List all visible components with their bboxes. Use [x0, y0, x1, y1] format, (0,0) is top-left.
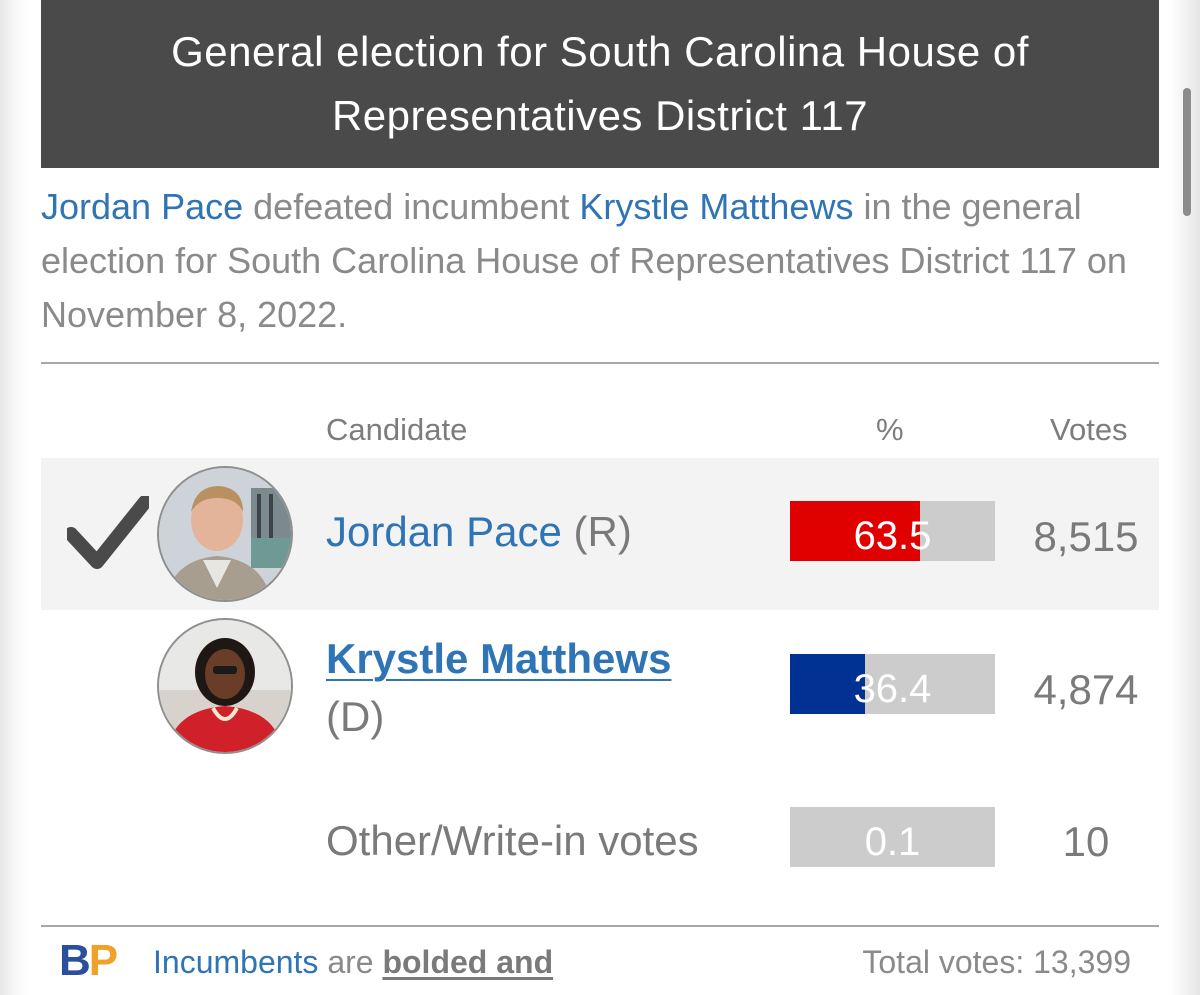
- candidate-winner: Jordan Pace (R): [326, 508, 632, 556]
- results-summary: Jordan Pace defeated incumbent Krystle M…: [41, 180, 1151, 342]
- total-votes: Total votes: 13,399: [862, 944, 1131, 980]
- candidate-incumbent: Krystle Matthews (D): [326, 630, 671, 746]
- candidate-name-link[interactable]: Krystle Matthews: [326, 635, 672, 682]
- checkmark-icon: [67, 496, 149, 569]
- table-row-other: Other/Write-in votes 0.1 10: [41, 762, 1159, 914]
- column-header-percent: %: [876, 412, 904, 447]
- percent-value: 63.5: [853, 514, 932, 558]
- percent-bar-fill: [790, 654, 865, 714]
- page-title: General election for South Carolina Hous…: [171, 28, 1029, 139]
- divider-bottom: [41, 925, 1159, 927]
- candidate-party: (D): [326, 693, 385, 740]
- summary-winner-link[interactable]: Jordan Pace: [41, 186, 244, 227]
- avatar-winner: [157, 466, 293, 602]
- election-results-card: General election for South Carolina Hous…: [41, 0, 1159, 995]
- percent-bar: 0.1: [790, 807, 995, 867]
- ballotpedia-logo[interactable]: BP: [59, 936, 118, 985]
- results-footer: BP Incumbents are bolded and Total votes…: [41, 936, 1159, 995]
- vote-count: 8,515: [1033, 513, 1139, 560]
- candidate-other: Other/Write-in votes: [326, 817, 699, 864]
- results-header: General election for South Carolina Hous…: [41, 0, 1159, 168]
- avatar-incumbent: [157, 618, 293, 754]
- summary-text-1: defeated incumbent: [243, 186, 580, 227]
- scrollbar-thumb[interactable]: [1183, 88, 1191, 216]
- candidate-party: (R): [573, 508, 632, 555]
- incumbents-link[interactable]: Incumbents: [153, 944, 319, 980]
- incumbent-note: Incumbents are bolded and: [153, 944, 554, 980]
- vote-count: 4,874: [1033, 666, 1139, 713]
- summary-loser-link[interactable]: Krystle Matthews: [579, 186, 854, 227]
- incumbent-note-bold: bolded and: [382, 944, 554, 980]
- summary-text-2: in the general election for South Caroli…: [41, 186, 1127, 335]
- percent-bar-fill: [790, 501, 921, 561]
- percent-value: 36.4: [853, 667, 932, 711]
- table-row-incumbent: Krystle Matthews (D) 36.4 4,874: [41, 610, 1159, 762]
- column-header-candidate: Candidate: [326, 412, 468, 447]
- vote-count: 10: [1062, 818, 1110, 865]
- divider-top: [41, 362, 1159, 364]
- candidate-name-link[interactable]: Jordan Pace: [326, 508, 562, 555]
- percent-bar: 63.5: [790, 501, 995, 561]
- percent-bar: 36.4: [790, 654, 995, 714]
- column-header-votes: Votes: [1050, 412, 1128, 447]
- table-row-winner: Jordan Pace (R) 63.5 8,515: [41, 458, 1159, 610]
- percent-value: 0.1: [864, 820, 921, 864]
